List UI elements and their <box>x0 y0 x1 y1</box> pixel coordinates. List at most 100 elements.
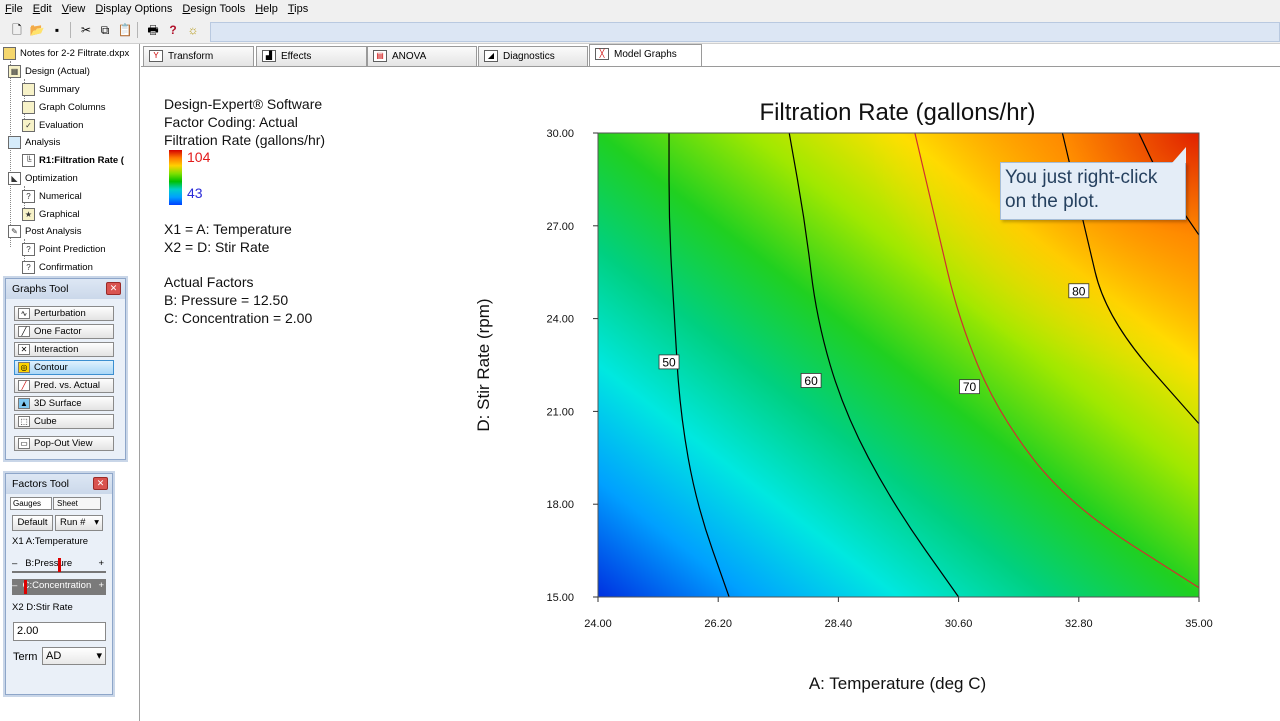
contour-label-80: 80 <box>1072 284 1086 298</box>
interaction-button[interactable]: ✕ Interaction <box>14 342 114 357</box>
pop-out-icon: ▭ <box>18 438 30 449</box>
factor-value-input[interactable]: 2.00 <box>13 622 106 641</box>
color-scale-bar <box>169 150 182 205</box>
anova-icon: ▤ <box>373 50 387 62</box>
new-icon[interactable]: 🗋 <box>12 23 22 37</box>
tab-sheet[interactable]: Sheet <box>53 497 101 510</box>
legend-actual-b: B: Pressure = 12.50 <box>164 292 289 308</box>
contour-label-70: 70 <box>963 380 977 394</box>
y-tick-label: 21.00 <box>546 406 574 418</box>
tree-root[interactable]: Notes for 2-2 Filtrate.dxpx <box>3 45 129 61</box>
pop-out-view-button[interactable]: ▭ Pop-Out View <box>14 436 114 451</box>
y-tick-label: 30.00 <box>546 128 574 140</box>
tip-icon[interactable]: ☼ <box>187 23 199 37</box>
tab-effects[interactable]: ▟ Effects <box>256 46 367 66</box>
tab-transform[interactable]: Y Transform <box>143 46 254 66</box>
pred-vs-actual-button[interactable]: ╱ Pred. vs. Actual <box>14 378 114 393</box>
effects-icon: ▟ <box>262 50 276 62</box>
x-tick-label: 26.20 <box>704 618 732 630</box>
legend-x1: X1 = A: Temperature <box>164 221 292 237</box>
tree-item-evaluation[interactable]: ✓ Evaluation <box>22 117 83 133</box>
tree-item-summary[interactable]: Summary <box>22 81 80 97</box>
tree-item-confirmation[interactable]: ? Confirmation <box>22 259 93 275</box>
graphs-tool-window: Graphs Tool ✕ ∿ Perturbation ╱ One Factor … <box>5 278 126 460</box>
graphs-tool-title[interactable]: Graphs Tool ✕ <box>6 279 125 299</box>
copy-icon[interactable]: ⧉ <box>100 23 110 37</box>
menu-bar: File Edit View Display Options Design To… <box>0 0 1280 17</box>
contour-label-box-80 <box>1068 283 1090 299</box>
transform-icon: Y <box>149 50 163 62</box>
close-icon[interactable]: ✕ <box>106 282 121 295</box>
tree-item-graph-columns[interactable]: Graph Columns <box>22 99 106 115</box>
tree-item-point-prediction[interactable]: ? Point Prediction <box>22 241 106 257</box>
tree-item-numerical[interactable]: ? Numerical <box>22 188 82 204</box>
menu-view[interactable]: View <box>61 2 86 15</box>
menu-display-options[interactable]: Display Options <box>95 2 173 15</box>
evaluation-icon: ✓ <box>22 118 35 132</box>
menu-help[interactable]: Help <box>255 2 278 15</box>
cube-button[interactable]: ⬚ Cube <box>14 414 114 429</box>
tab-model-graphs[interactable]: ╳ Model Graphs <box>589 44 702 67</box>
x-tick-label: 28.40 <box>825 618 853 630</box>
legend-min: 43 <box>187 185 203 201</box>
post-analysis-icon: ✎ <box>8 224 21 238</box>
menu-edit[interactable]: Edit <box>32 2 52 15</box>
paste-icon[interactable]: 📋 <box>117 23 133 37</box>
tree-item-r1-filtration-rate[interactable]: ╚ R1:Filtration Rate ( <box>22 152 124 168</box>
tab-diagnostics[interactable]: ◢ Diagnostics <box>478 46 588 66</box>
menu-design-tools[interactable]: Design Tools <box>182 2 246 15</box>
chevron-down-icon: ▾ <box>96 650 102 662</box>
run-select[interactable]: Run # ▾ <box>55 515 103 531</box>
diagnostics-icon: ◢ <box>484 50 498 62</box>
tab-anova[interactable]: ▤ ANOVA <box>367 46 477 66</box>
factor-row-concentration[interactable]: – C:Concentration + <box>12 579 106 595</box>
graphical-icon: ★ <box>22 207 35 221</box>
legend-x2: X2 = D: Stir Rate <box>164 239 270 255</box>
perturbation-button[interactable]: ∿ Perturbation <box>14 306 114 321</box>
x-tick-label: 30.60 <box>945 618 973 630</box>
save-icon[interactable]: ▪ <box>54 23 60 37</box>
tree-item-analysis[interactable]: Analysis <box>8 134 60 150</box>
contour-icon: ◎ <box>18 362 30 373</box>
plot-frame <box>597 132 1200 598</box>
design-icon: ▦ <box>8 64 21 78</box>
menu-tips[interactable]: Tips <box>287 2 309 15</box>
optimization-icon: ◣ <box>8 171 21 185</box>
model-graphs-icon: ╳ <box>595 48 609 60</box>
factors-tool-title[interactable]: Factors Tool ✕ <box>6 474 112 494</box>
default-button[interactable]: Default <box>12 515 53 531</box>
tree-item-optimization[interactable]: ◣ Optimization <box>8 170 78 186</box>
tree-item-design[interactable]: ▦ Design (Actual) <box>8 63 90 79</box>
x-tick-label: 32.80 <box>1065 618 1093 630</box>
one-factor-button[interactable]: ╱ One Factor <box>14 324 114 339</box>
tree-item-graphical[interactable]: ★ Graphical <box>22 206 80 222</box>
factor-row-pressure[interactable]: – B:Pressure + <box>12 557 106 573</box>
legend-factor-coding: Factor Coding: Actual <box>164 114 298 130</box>
contour-button[interactable]: ◎ Contour <box>14 360 114 375</box>
3d-surface-button[interactable]: ▲ 3D Surface <box>14 396 114 411</box>
cut-icon[interactable]: ✂ <box>80 23 92 37</box>
open-icon[interactable]: 📂 <box>29 23 45 37</box>
menu-file[interactable]: File <box>5 2 23 15</box>
folder-icon <box>3 46 16 60</box>
legend-response: Filtration Rate (gallons/hr) <box>164 132 326 148</box>
pred-vs-actual-icon: ╱ <box>18 380 30 391</box>
term-select[interactable]: AD ▾ <box>42 647 106 665</box>
contour-label-box-50 <box>658 354 680 370</box>
tip-callout: You just right-click on the plot. <box>1000 147 1186 220</box>
factor-row-temperature[interactable]: X1 A:Temperature <box>12 536 89 547</box>
tree-item-post-analysis[interactable]: ✎ Post Analysis <box>8 223 82 239</box>
numerical-icon: ? <box>22 189 35 203</box>
point-prediction-icon: ? <box>22 242 35 256</box>
factor-row-stir-rate[interactable]: X2 D:Stir Rate <box>12 602 73 613</box>
perturbation-icon: ∿ <box>18 308 30 319</box>
interaction-icon: ✕ <box>18 344 30 355</box>
legend-software: Design-Expert® Software <box>164 96 323 112</box>
tab-gauges[interactable]: Gauges <box>10 497 52 510</box>
print-icon[interactable]: 🖶 <box>147 23 159 37</box>
close-icon[interactable]: ✕ <box>93 477 108 490</box>
y-axis-label: D: Stir Rate (rpm) <box>474 298 493 432</box>
legend-max: 104 <box>187 149 211 165</box>
help-icon[interactable]: ? <box>169 23 177 37</box>
chart-title: Filtration Rate (gallons/hr) <box>759 99 1036 126</box>
